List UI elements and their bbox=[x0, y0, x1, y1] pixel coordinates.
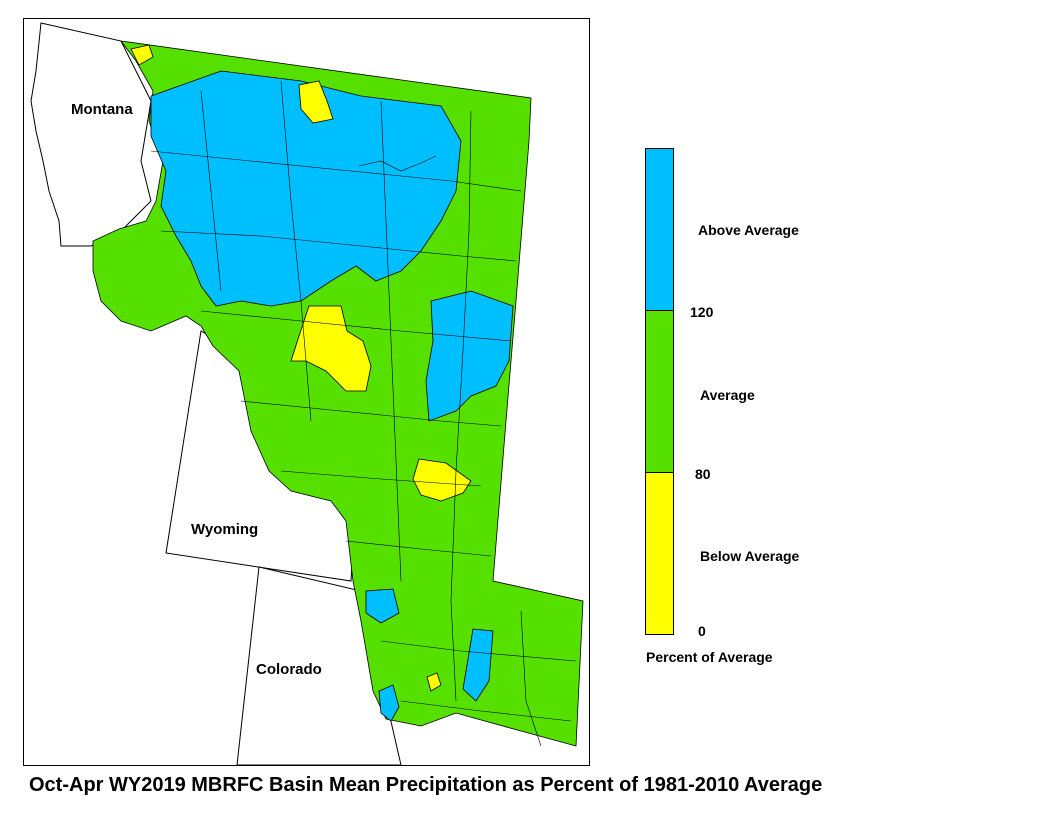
legend-swatch-below bbox=[645, 472, 674, 635]
legend-swatch-average bbox=[645, 310, 674, 473]
above-average-basin-south bbox=[365, 588, 400, 624]
wyoming-label: Wyoming bbox=[191, 521, 259, 538]
below-average-basin-northwest bbox=[130, 44, 154, 66]
map-caption: Oct-Apr WY2019 MBRFC Basin Mean Precipit… bbox=[29, 774, 823, 796]
below-average-basin-south bbox=[412, 458, 472, 502]
legend-swatch-above bbox=[645, 148, 674, 311]
above-average-basin-southeast bbox=[462, 628, 494, 702]
legend-label-below: Below Average bbox=[700, 548, 800, 564]
colorado-label: Colorado bbox=[256, 661, 322, 678]
legend-break-80: 80 bbox=[695, 466, 711, 482]
legend-label-average: Average bbox=[700, 387, 755, 403]
legend-label-above: Above Average bbox=[698, 222, 799, 238]
montana-outline bbox=[30, 22, 152, 247]
above-average-basins-east bbox=[425, 290, 514, 422]
legend-break-0: 0 bbox=[698, 623, 706, 639]
above-average-basins-north bbox=[150, 70, 462, 307]
below-average-basin-colorado bbox=[426, 672, 442, 692]
basin-boundaries bbox=[150, 80, 577, 747]
below-average-basin-central bbox=[290, 305, 372, 392]
legend-break-120: 120 bbox=[690, 304, 714, 320]
map-frame: Montana Wyoming Colorado bbox=[23, 18, 590, 766]
legend-title: Percent of Average bbox=[646, 649, 773, 665]
below-average-basin-north bbox=[298, 80, 334, 124]
montana-label: Montana bbox=[71, 101, 133, 118]
basin-map bbox=[30, 22, 584, 765]
above-average-basin-southwest bbox=[378, 684, 400, 722]
